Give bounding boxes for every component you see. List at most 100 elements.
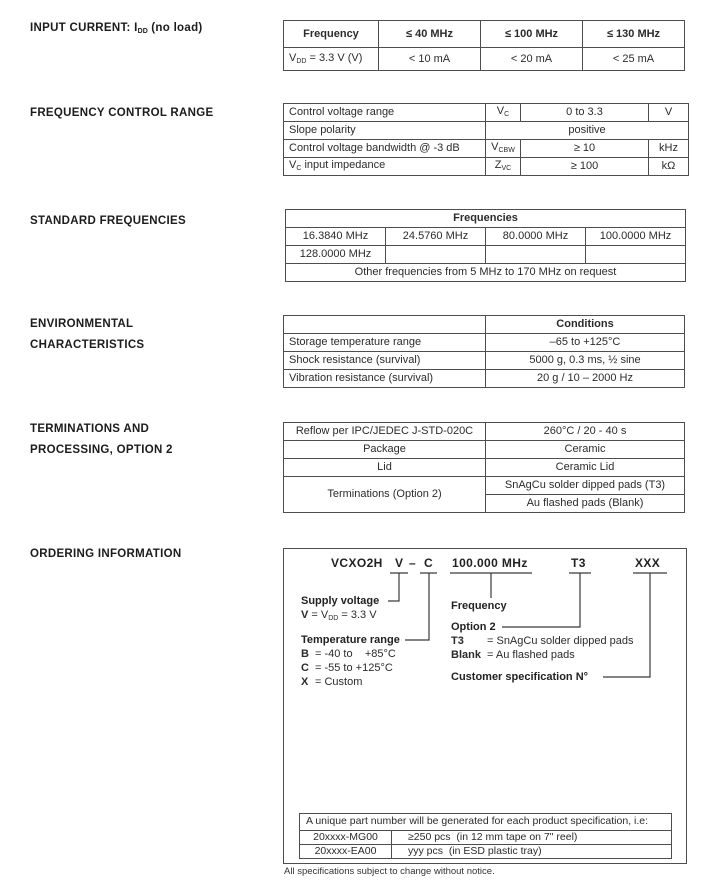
row-label: Lid — [283, 458, 486, 477]
label-text: = 3.3 V (V) — [306, 51, 363, 64]
unit-cell: kΩ — [648, 157, 689, 176]
legend-text: = -40 to +85°C — [315, 648, 396, 660]
table-row: Shock resistance (survival) 5000 g, 0.3 … — [283, 351, 685, 370]
part-number-note-table: A unique part number will be generated f… — [298, 813, 673, 859]
legend-key: X — [301, 676, 309, 688]
temperature-option-c: C = -55 to +125°C — [301, 662, 393, 675]
option-2-label: Option 2 — [451, 621, 496, 633]
section-heading-input-current: INPUT CURRENT: IDD (no load) — [30, 18, 203, 42]
symbol-base: V — [496, 105, 505, 118]
symbol-base: V — [491, 141, 499, 154]
table-row: Au flashed pads (Blank) — [284, 494, 685, 513]
temperature-option-x: X = Custom — [301, 676, 362, 689]
legend-key: B — [301, 648, 309, 660]
table-row: VC input impedance ZVC ≥ 100 kΩ — [283, 157, 689, 176]
header-cell: ≤ 130 MHz — [582, 20, 685, 48]
part-description-cell: yyy pcs (in ESD plastic tray) — [390, 844, 673, 859]
supply-voltage-label: Supply voltage — [301, 595, 380, 607]
legend-text: = V — [308, 609, 329, 621]
value-cell: 5000 g, 0.3 ms, ½ sine — [485, 351, 685, 370]
heading-line-1: ENVIRONMENTAL — [30, 318, 134, 330]
conditions-header: Conditions — [485, 315, 685, 334]
table-header-row: Conditions — [283, 315, 685, 334]
table-header-row: Frequency ≤ 40 MHz ≤ 100 MHz ≤ 130 MHz — [283, 20, 685, 48]
legend-key: V — [301, 609, 309, 621]
frequency-cell: 24.5760 MHz — [385, 227, 486, 246]
symbol-subscript: C — [296, 165, 302, 173]
note-header-row: A unique part number will be generated f… — [298, 813, 673, 831]
part-description-cell: ≥250 pcs (in 12 mm tape on 7" reel) — [390, 830, 673, 845]
frequency-control-table: Control voltage range VC 0 to 3.3 V Slop… — [283, 103, 689, 176]
symbol-base: V — [289, 159, 297, 172]
row-label-vdd: VDD = 3.3 V (V) — [283, 47, 379, 71]
row-label: Vibration resistance (survival) — [283, 369, 486, 388]
supply-voltage-definition: V = VDD = 3.3 V — [301, 609, 377, 625]
heading-line-1: TERMINATIONS AND — [30, 423, 150, 435]
heading-subscript: DD — [137, 28, 148, 35]
table-title: Frequencies — [285, 209, 686, 228]
symbol-subscript: DD — [296, 57, 307, 65]
part-code-frequency: 100.000 MHz — [452, 556, 528, 570]
row-label: Reflow per IPC/JEDEC J-STD-020C — [283, 422, 486, 441]
symbol-subscript: C — [504, 111, 510, 119]
part-code-dash: – — [409, 556, 417, 570]
table-row: Slope polarity positive — [283, 121, 689, 140]
header-cell: ≤ 40 MHz — [378, 20, 481, 48]
terminations-option-label: Terminations (Option 2) — [283, 476, 486, 513]
section-heading-standard-frequencies: STANDARD FREQUENCIES — [30, 215, 186, 227]
legend-key: C — [301, 662, 309, 674]
header-cell: Frequency — [283, 20, 379, 48]
legend-text: = SnAgCu solder dipped pads — [487, 635, 634, 647]
header-cell: ≤ 100 MHz — [480, 20, 583, 48]
heading-line-2: PROCESSING, OPTION 2 — [30, 444, 173, 456]
symbol-base: Z — [494, 159, 502, 172]
table-row: Lid Ceramic Lid — [283, 458, 685, 477]
table-row: Storage temperature range –65 to +125°C — [283, 333, 685, 352]
symbol-cell: VCBW — [485, 139, 521, 158]
legend-text: = Custom — [315, 676, 363, 688]
symbol-subscript: VC — [501, 165, 512, 173]
symbol-subscript: DD — [328, 615, 339, 622]
section-heading-environmental: ENVIRONMENTAL CHARACTERISTICS — [30, 314, 144, 356]
table-row: Terminations (Option 2) SnAgCu solder di… — [283, 476, 685, 513]
table-row: VDD = 3.3 V (V) < 10 mA < 20 mA < 25 mA — [283, 47, 685, 71]
frequency-cell-empty — [385, 245, 486, 264]
table-header-row: Frequencies — [285, 209, 686, 228]
frequency-cell: 128.0000 MHz — [285, 245, 386, 264]
legend-key: Blank — [451, 649, 481, 661]
legend-text: = -55 to +125°C — [315, 662, 393, 674]
value-cell: ≥ 10 — [520, 139, 649, 158]
part-number-connector-lines — [388, 572, 667, 678]
value-cell: < 20 mA — [480, 47, 583, 71]
frequency-cell: 80.0000 MHz — [485, 227, 586, 246]
label-text: input impedance — [301, 159, 386, 172]
termination-option-cell: Au flashed pads (Blank) — [485, 494, 685, 513]
legend-text: = Au flashed pads — [487, 649, 575, 661]
part-number-cell: 20xxxx-MG00 — [299, 830, 392, 845]
row-label: Shock resistance (survival) — [283, 351, 486, 370]
terminations-table: Reflow per IPC/JEDEC J-STD-020C 260°C / … — [283, 422, 685, 513]
heading-text: INPUT CURRENT: I — [30, 22, 138, 34]
heading-line-2: CHARACTERISTICS — [30, 339, 145, 351]
unit-cell: V — [648, 103, 689, 122]
table-row: 16.3840 MHz 24.5760 MHz 80.0000 MHz 100.… — [285, 227, 686, 246]
part-code-temperature: C — [424, 556, 434, 570]
row-label-vc-impedance: VC input impedance — [283, 157, 486, 176]
value-cell: 0 to 3.3 — [520, 103, 649, 122]
row-label: Control voltage range — [283, 103, 486, 122]
customer-specification-label: Customer specification N° — [451, 671, 589, 683]
part-code-family: VCXO2H — [331, 556, 383, 570]
value-cell: –65 to +125°C — [485, 333, 685, 352]
table-row: Control voltage bandwidth @ -3 dB VCBW ≥… — [283, 139, 689, 158]
note-row: 20xxxx-EA00 yyy pcs (in ESD plastic tray… — [299, 844, 673, 859]
note-row: 20xxxx-MG00 ≥250 pcs (in 12 mm tape on 7… — [299, 830, 673, 845]
row-label: Storage temperature range — [283, 333, 486, 352]
section-heading-ordering: ORDERING INFORMATION — [30, 548, 182, 560]
value-cell: positive — [485, 121, 689, 140]
ordering-information-box: VCXO2H V – C 100.000 MHz T3 XXX Supply v… — [283, 548, 687, 864]
heading-text: (no load) — [147, 22, 203, 34]
row-label: Package — [283, 440, 486, 459]
legend-text: = 3.3 V — [338, 609, 377, 621]
symbol-base: V — [289, 51, 297, 64]
part-number-cell: 20xxxx-EA00 — [299, 844, 392, 859]
